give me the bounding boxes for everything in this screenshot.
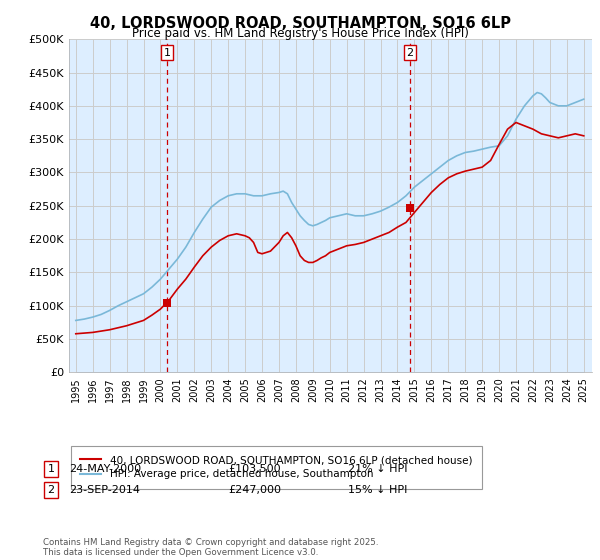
Text: 2: 2 <box>406 48 413 58</box>
Text: 1: 1 <box>163 48 170 58</box>
Text: 23-SEP-2014: 23-SEP-2014 <box>69 485 140 495</box>
Text: £247,000: £247,000 <box>228 485 281 495</box>
Text: 15% ↓ HPI: 15% ↓ HPI <box>348 485 407 495</box>
Text: 24-MAY-2000: 24-MAY-2000 <box>69 464 141 474</box>
Text: 1: 1 <box>47 464 55 474</box>
Text: Contains HM Land Registry data © Crown copyright and database right 2025.
This d: Contains HM Land Registry data © Crown c… <box>43 538 379 557</box>
Text: Price paid vs. HM Land Registry's House Price Index (HPI): Price paid vs. HM Land Registry's House … <box>131 27 469 40</box>
Text: 40, LORDSWOOD ROAD, SOUTHAMPTON, SO16 6LP: 40, LORDSWOOD ROAD, SOUTHAMPTON, SO16 6L… <box>89 16 511 31</box>
Legend: 40, LORDSWOOD ROAD, SOUTHAMPTON, SO16 6LP (detached house), HPI: Average price, : 40, LORDSWOOD ROAD, SOUTHAMPTON, SO16 6L… <box>74 449 478 486</box>
Text: £103,500: £103,500 <box>228 464 281 474</box>
Text: 2: 2 <box>47 485 55 495</box>
Text: 21% ↓ HPI: 21% ↓ HPI <box>348 464 407 474</box>
